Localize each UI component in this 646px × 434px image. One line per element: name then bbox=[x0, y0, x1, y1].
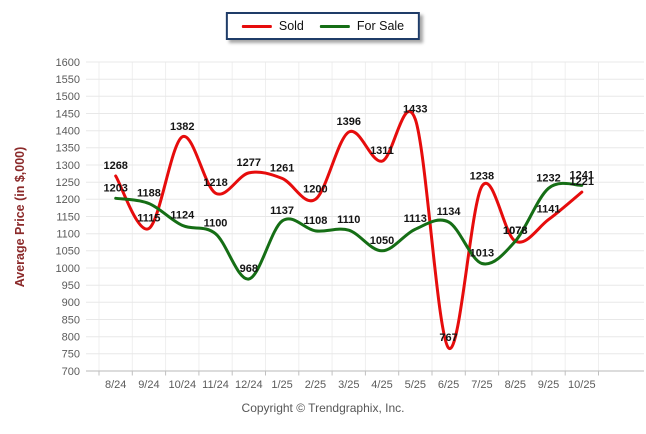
point-label-for-sale: 1124 bbox=[170, 209, 195, 221]
x-tick-label: 4/25 bbox=[371, 379, 392, 391]
y-tick-label: 1000 bbox=[56, 263, 80, 275]
x-tick-label: 10/25 bbox=[568, 379, 596, 391]
x-tick-label: 3/25 bbox=[338, 379, 359, 391]
x-tick-label: 10/24 bbox=[169, 379, 197, 391]
point-label-sold: 1382 bbox=[170, 121, 194, 133]
point-label-for-sale: 1013 bbox=[470, 248, 494, 260]
point-label-for-sale: 968 bbox=[240, 263, 258, 275]
legend-label-for-sale: For Sale bbox=[356, 19, 405, 33]
legend-item-sold: Sold bbox=[241, 19, 304, 33]
point-label-sold: 1261 bbox=[270, 162, 294, 174]
point-label-sold: 1311 bbox=[370, 145, 394, 157]
point-label-for-sale: 1241 bbox=[570, 169, 594, 181]
y-tick-label: 1350 bbox=[56, 143, 80, 155]
x-tick-label: 8/25 bbox=[505, 379, 526, 391]
point-label-sold: 1218 bbox=[203, 177, 227, 189]
point-label-for-sale: 1108 bbox=[303, 215, 327, 227]
point-label-sold: 1141 bbox=[537, 204, 561, 216]
y-axis-title: Average Price (in $,000) bbox=[13, 147, 27, 288]
point-label-sold: 1221 bbox=[570, 176, 594, 188]
x-tick-label: 11/24 bbox=[202, 379, 229, 391]
point-label-for-sale: 1232 bbox=[536, 172, 560, 184]
point-label-sold: 1078 bbox=[503, 225, 527, 237]
point-label-for-sale: 1050 bbox=[370, 235, 394, 247]
series-line-for-sale bbox=[114, 181, 584, 281]
y-tick-label: 1200 bbox=[56, 194, 80, 206]
y-tick-label: 1050 bbox=[56, 246, 80, 258]
y-tick-label: 1550 bbox=[56, 74, 80, 86]
y-tick-label: 950 bbox=[62, 280, 80, 292]
y-tick-label: 1250 bbox=[56, 177, 80, 189]
y-tick-label: 1100 bbox=[56, 229, 80, 241]
point-label-sold: 1200 bbox=[303, 183, 327, 195]
x-tick-label: 9/24 bbox=[138, 379, 159, 391]
y-tick-label: 900 bbox=[62, 297, 80, 309]
for-sale-line-swatch bbox=[319, 24, 350, 28]
y-tick-label: 1300 bbox=[56, 160, 80, 172]
x-tick-label: 6/25 bbox=[438, 379, 459, 391]
x-tick-label: 8/24 bbox=[105, 379, 126, 391]
sold-line-swatch bbox=[241, 24, 272, 28]
y-tick-label: 1500 bbox=[56, 91, 80, 103]
copyright: Copyright © Trendgraphix, Inc. bbox=[241, 401, 405, 415]
point-label-sold: 1396 bbox=[337, 116, 361, 128]
legend: Sold For Sale bbox=[225, 12, 421, 40]
y-tick-label: 750 bbox=[62, 349, 80, 361]
point-label-for-sale: 1110 bbox=[337, 214, 360, 226]
y-tick-label: 1400 bbox=[56, 126, 80, 138]
x-tick-label: 7/25 bbox=[471, 379, 492, 391]
point-label-for-sale: 1203 bbox=[103, 182, 127, 194]
y-tick-label: 1150 bbox=[56, 211, 80, 223]
series-line-sold bbox=[114, 109, 584, 350]
y-tick-label: 1450 bbox=[56, 108, 80, 120]
x-tick-label: 12/24 bbox=[235, 379, 263, 391]
x-tick-label: 2/25 bbox=[305, 379, 326, 391]
point-label-for-sale: 1078 bbox=[503, 225, 527, 237]
x-tick-label: 9/25 bbox=[538, 379, 559, 391]
point-label-sold: 1238 bbox=[470, 170, 494, 182]
point-label-sold: 1433 bbox=[403, 103, 427, 115]
point-label-for-sale: 1100 bbox=[204, 218, 228, 230]
legend-item-for-sale: For Sale bbox=[319, 19, 405, 33]
y-tick-label: 700 bbox=[62, 366, 80, 378]
y-tick-label: 1600 bbox=[56, 57, 80, 69]
point-label-sold: 767 bbox=[439, 332, 457, 344]
point-label-for-sale: 1188 bbox=[137, 188, 161, 200]
point-label-for-sale: 1113 bbox=[404, 213, 427, 225]
point-label-for-sale: 1134 bbox=[437, 206, 462, 218]
point-label-for-sale: 1137 bbox=[270, 205, 294, 217]
y-tick-label: 850 bbox=[62, 314, 80, 326]
y-tick-label: 800 bbox=[62, 332, 80, 344]
x-tick-label: 1/25 bbox=[271, 379, 292, 391]
point-label-sold: 1268 bbox=[103, 160, 127, 172]
legend-label-sold: Sold bbox=[278, 19, 304, 33]
point-label-sold: 1115 bbox=[137, 213, 160, 225]
point-label-sold: 1277 bbox=[237, 157, 261, 169]
x-tick-label: 5/25 bbox=[405, 379, 426, 391]
